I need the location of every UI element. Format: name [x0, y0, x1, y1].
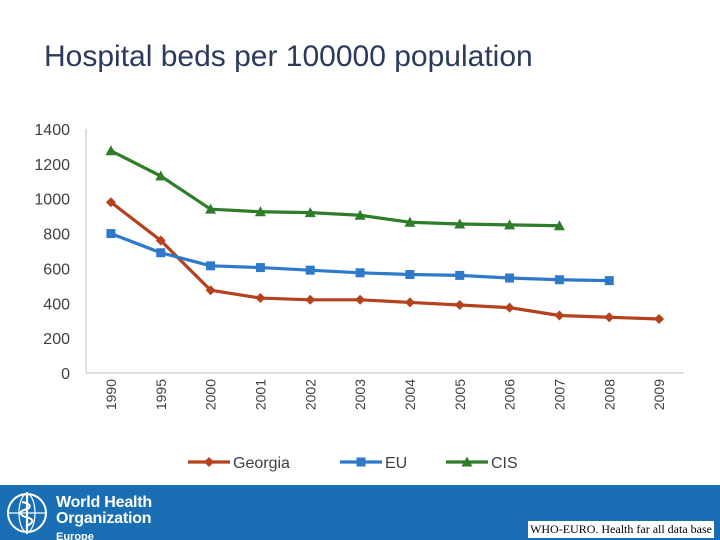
data-point-georgia [654, 313, 665, 324]
data-point-eu [455, 270, 465, 280]
data-point-cis [553, 220, 565, 231]
legend-label-cis: CIS [491, 455, 518, 472]
x-tick-label: 1990 [103, 379, 119, 410]
data-point-cis [155, 170, 167, 181]
y-tick-label: 0 [61, 366, 70, 383]
data-point-cis [254, 206, 266, 217]
org-name-line2: Organization [56, 510, 152, 527]
data-point-georgia [454, 300, 465, 311]
x-axis-ticks: 1990 1995 2000 2001 2002 2003 2004 2005 2006 2007… [103, 379, 667, 410]
x-tick-label: 1995 [153, 379, 169, 410]
data-point-eu [305, 265, 315, 275]
who-emblem-icon [7, 492, 47, 534]
source-note: WHO-EURO. Health far all data base [528, 521, 714, 538]
data-point-cis [205, 203, 217, 214]
footer-bar: World Health Organization Europe WHO-EUR… [0, 485, 720, 540]
data-point-cis [105, 145, 117, 156]
legend-label-eu: EU [385, 455, 407, 472]
x-tick-label: 2008 [601, 379, 617, 410]
data-point-georgia [355, 294, 366, 305]
x-tick-label: 2001 [252, 379, 268, 410]
data-point-georgia [255, 293, 266, 304]
data-point-georgia [155, 235, 166, 246]
data-point-eu [554, 275, 564, 285]
x-tick-label: 2003 [352, 379, 368, 410]
data-point-cis [304, 207, 316, 218]
chart-legend: Georgia EU CIS [188, 455, 518, 472]
y-tick-label: 800 [43, 227, 70, 244]
data-point-eu [355, 268, 365, 278]
series-georgia [105, 197, 665, 324]
data-point-georgia [554, 310, 565, 321]
data-point-eu [604, 276, 614, 286]
data-point-eu [505, 273, 515, 283]
series-line-cis [110, 149, 560, 228]
x-tick-label: 2000 [203, 379, 219, 410]
data-point-georgia [105, 197, 116, 208]
y-tick-label: 400 [43, 296, 70, 313]
series-cis [105, 145, 565, 231]
region-label: Europe [56, 531, 94, 540]
data-point-georgia [205, 285, 216, 296]
data-point-eu [405, 270, 415, 280]
x-tick-label: 2005 [452, 379, 468, 410]
y-tick-label: 1200 [34, 157, 70, 174]
legend-item-cis: CIS [446, 455, 518, 472]
data-point-cis [454, 218, 466, 229]
x-tick-label: 2002 [302, 379, 318, 410]
x-tick-label: 2009 [651, 379, 667, 410]
data-point-georgia [305, 294, 316, 305]
data-point-eu [255, 263, 265, 273]
data-point-georgia [504, 302, 515, 313]
legend-label-georgia: Georgia [233, 455, 290, 472]
organization-name: World Health Organization [56, 495, 152, 527]
page-title: Hospital beds per 100000 population [44, 40, 533, 73]
data-point-georgia [604, 312, 615, 323]
y-tick-label: 200 [43, 331, 70, 348]
org-name-line1: World Health [56, 494, 152, 511]
data-point-cis [504, 219, 516, 230]
line-chart: 0 200 400 600 800 1000 1200 1400 1990 1995 2000 20… [34, 122, 684, 472]
legend-item-georgia: Georgia [188, 455, 290, 472]
series-eu [106, 229, 614, 286]
legend-item-eu: EU [340, 455, 407, 472]
legend-marker-cis [461, 456, 473, 467]
data-point-eu [206, 261, 216, 271]
data-point-eu [156, 248, 166, 258]
series-line-georgia [109, 200, 660, 321]
legend-marker-eu [356, 457, 366, 467]
y-tick-label: 600 [43, 261, 70, 278]
data-point-cis [354, 209, 366, 220]
x-tick-label: 2004 [402, 379, 418, 410]
data-point-eu [106, 229, 116, 239]
y-tick-label: 1000 [34, 192, 70, 209]
data-point-georgia [404, 297, 415, 308]
x-tick-label: 2007 [551, 379, 567, 410]
x-tick-label: 2006 [502, 379, 518, 410]
data-point-cis [404, 216, 416, 227]
y-tick-label: 1400 [34, 122, 70, 139]
y-axis-ticks: 0 200 400 600 800 1000 1200 1400 [34, 122, 70, 383]
legend-marker-georgia [204, 457, 214, 467]
chart-series [105, 145, 665, 324]
